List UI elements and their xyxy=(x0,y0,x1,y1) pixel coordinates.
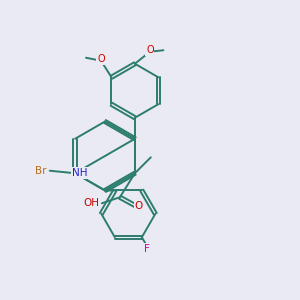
Text: F: F xyxy=(144,244,150,254)
Text: OH: OH xyxy=(83,198,99,208)
Text: O: O xyxy=(97,54,105,64)
Text: Br: Br xyxy=(35,166,47,176)
Text: O: O xyxy=(135,201,143,211)
Text: O: O xyxy=(146,45,154,55)
Text: NH: NH xyxy=(72,168,87,178)
